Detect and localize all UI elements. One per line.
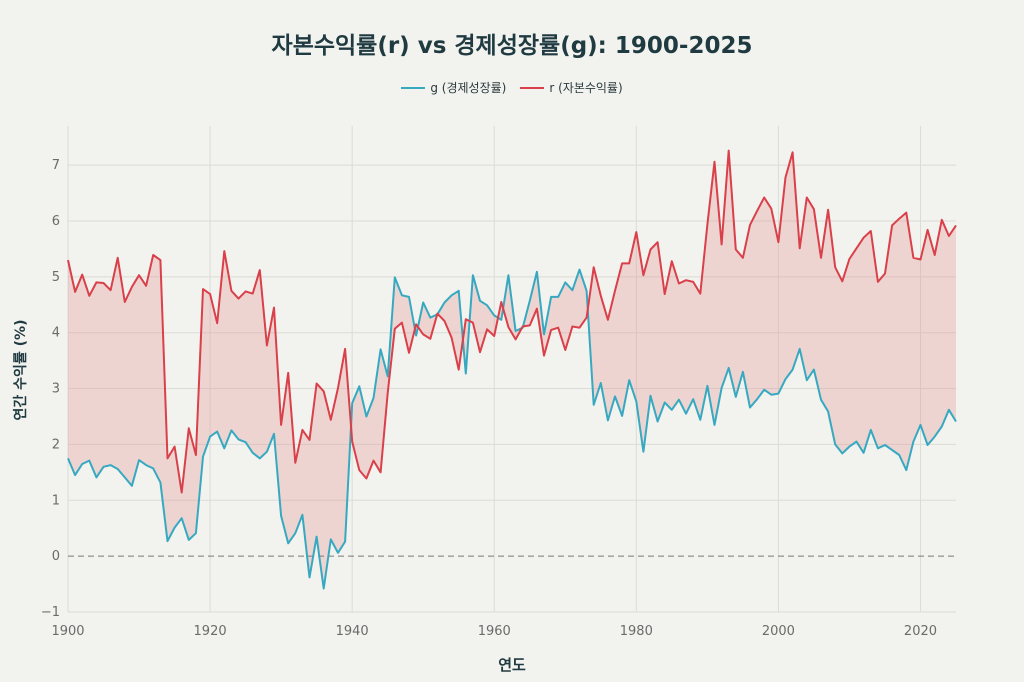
series-line-g (67, 268, 957, 590)
gap-fill-area (68, 150, 956, 589)
x-tick-label: 1980 (620, 624, 653, 639)
legend-label-r: r (자본수익률) (549, 81, 623, 95)
y-tick-label: 6 (52, 214, 60, 229)
y-tick-label: −1 (41, 605, 60, 620)
x-tick-label: 1920 (194, 624, 227, 639)
x-tick-label: 1960 (478, 624, 511, 639)
legend: g (경제성장률) r (자본수익률) (0, 79, 1024, 96)
series-line-r (67, 149, 957, 494)
x-tick-label: 2000 (762, 624, 795, 639)
x-tick-label: 2020 (904, 624, 937, 639)
y-axis-ticks: −1 0 1 2 3 4 5 6 7 (41, 158, 60, 620)
legend-item-g[interactable]: g (경제성장률) (401, 79, 506, 96)
legend-label-g: g (경제성장률) (430, 81, 507, 95)
y-tick-label: 0 (52, 549, 60, 564)
y-tick-label: 4 (52, 326, 60, 341)
y-tick-label: 7 (52, 158, 60, 173)
x-axis-label: 연도 (498, 656, 526, 674)
legend-item-r[interactable]: r (자본수익률) (520, 79, 623, 96)
y-tick-label: 3 (52, 382, 60, 397)
chart-title: 자본수익률(r) vs 경제성장률(g): 1900-2025 (271, 33, 753, 59)
x-axis-ticks: 1900 1920 1940 1960 1980 2000 2020 (51, 624, 937, 639)
x-tick-label: 1940 (336, 624, 369, 639)
legend-swatch-r (520, 86, 545, 89)
y-tick-label: 1 (52, 493, 60, 508)
x-tick-label: 1900 (51, 624, 84, 639)
legend-swatch-g (401, 86, 426, 89)
grid (67, 126, 956, 613)
y-tick-label: 5 (52, 270, 60, 285)
y-tick-label: 2 (52, 437, 60, 452)
